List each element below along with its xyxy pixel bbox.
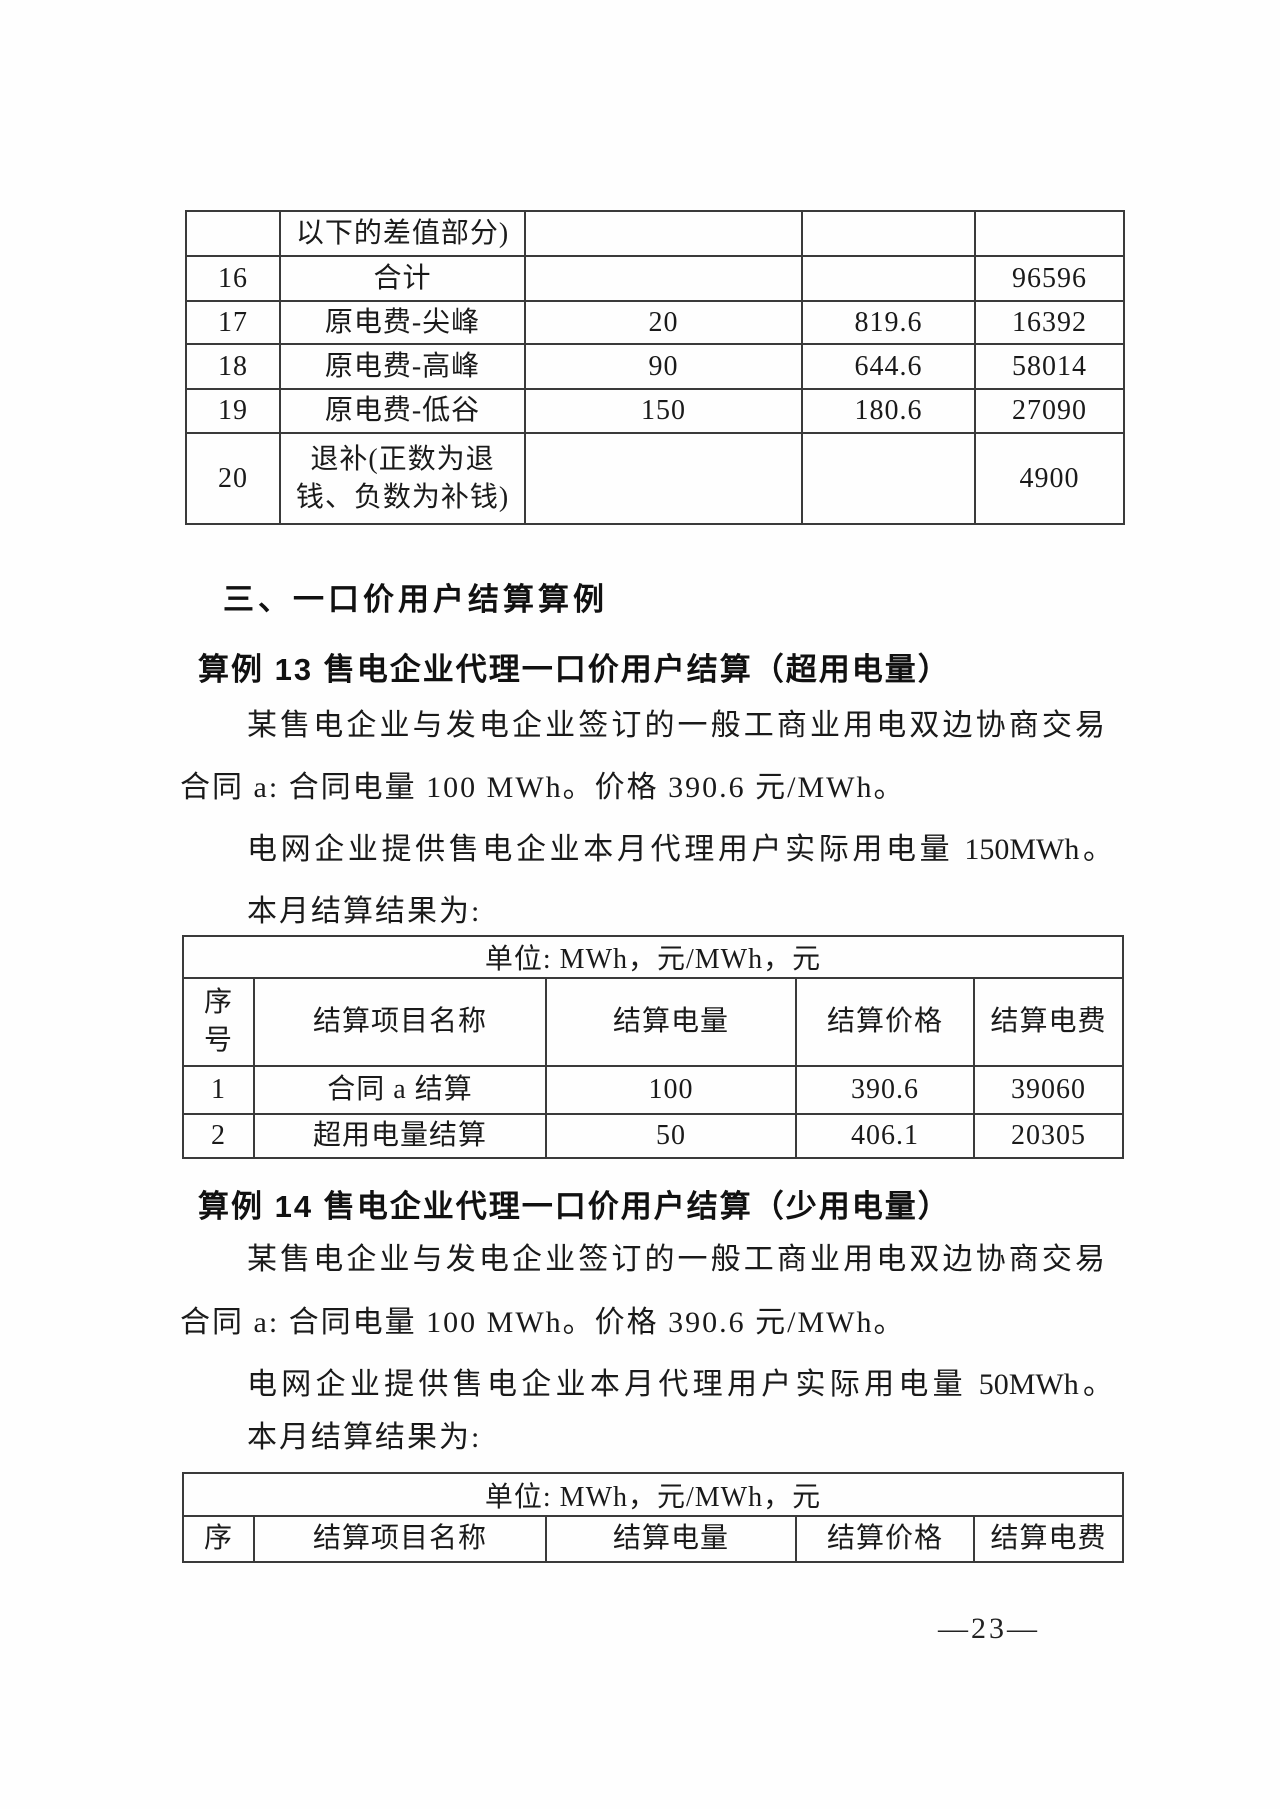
cell-price: 180.6	[801, 388, 976, 434]
cell-price: 644.6	[801, 343, 976, 390]
cell-qty	[524, 210, 803, 257]
example13-paragraph-2: 合同 a: 合同电量 100 MWh。价格 390.6 元/MWh。	[180, 771, 906, 804]
cell-name: 超用电量结算	[253, 1113, 547, 1159]
header-price: 结算价格	[795, 1515, 975, 1563]
cell-seq: 1	[182, 1065, 255, 1115]
unit-row: 单位: MWh，元/MWh，元	[181, 1472, 1125, 1517]
table-row: 18 原电费-高峰 90 644.6 58014	[185, 343, 1125, 390]
header-name: 结算项目名称	[253, 977, 547, 1067]
cell-seq	[185, 210, 281, 257]
example13-paragraph-1: 某售电企业与发电企业签订的一般工商业用电双边协商交易	[247, 709, 1105, 742]
header-price: 结算价格	[795, 977, 975, 1067]
table-row: 以下的差值部分)	[185, 210, 1125, 257]
cell-name: 原电费-尖峰	[279, 300, 526, 345]
header-name: 结算项目名称	[253, 1515, 547, 1563]
cell-seq: 16	[185, 255, 281, 302]
unit-label: 单位: MWh，元/MWh，元	[181, 1472, 1125, 1517]
cell-price: 406.1	[795, 1113, 975, 1159]
cell-qty	[524, 432, 803, 525]
cell-fee: 27090	[974, 388, 1125, 434]
cell-name: 原电费-低谷	[279, 388, 526, 434]
example13-settlement-table: 单位: MWh，元/MWh，元 序 号 结算项目名称 结算电量 结算价格 结算电…	[181, 935, 1125, 1159]
header-fee: 结算电费	[972, 1515, 1125, 1563]
cell-name: 以下的差值部分)	[279, 210, 526, 257]
cell-name: 退补(正数为退 钱、负数为补钱)	[279, 432, 526, 525]
cell-price	[801, 255, 976, 302]
cell-fee: 20305	[972, 1113, 1125, 1159]
table-row: 20 退补(正数为退 钱、负数为补钱) 4900	[185, 432, 1125, 525]
cell-qty: 90	[524, 343, 803, 390]
cell-qty: 100	[545, 1065, 797, 1115]
table-row: 2 超用电量结算 50 406.1 20305	[182, 1113, 1125, 1159]
unit-row: 单位: MWh，元/MWh，元	[181, 935, 1125, 979]
cell-fee	[974, 210, 1125, 257]
section-title: 三、一口价用户结算算例	[223, 582, 608, 617]
cell-fee: 4900	[974, 432, 1125, 525]
cell-seq: 18	[185, 343, 281, 390]
table-row: 16 合计 96596	[185, 255, 1125, 302]
cell-seq: 17	[185, 300, 281, 345]
cell-fee: 58014	[974, 343, 1125, 390]
example14-paragraph-3: 电网企业提供售电企业本月代理用户实际用电量 50MWh。	[247, 1368, 1113, 1401]
cell-name: 原电费-高峰	[279, 343, 526, 390]
cell-seq: 20	[185, 432, 281, 525]
example14-paragraph-4: 本月结算结果为:	[247, 1421, 482, 1454]
cell-name: 合计	[279, 255, 526, 302]
header-qty: 结算电量	[545, 1515, 797, 1563]
cell-name: 合同 a 结算	[253, 1065, 547, 1115]
cell-price: 819.6	[801, 300, 976, 345]
cell-fee: 96596	[974, 255, 1125, 302]
example13-paragraph-4: 本月结算结果为:	[247, 895, 482, 928]
cell-seq: 2	[182, 1113, 255, 1159]
table-row: 17 原电费-尖峰 20 819.6 16392	[185, 300, 1125, 345]
example14-paragraph-1: 某售电企业与发电企业签订的一般工商业用电双边协商交易	[247, 1243, 1105, 1276]
header-seq: 序 号	[182, 977, 255, 1067]
cell-qty: 150	[524, 388, 803, 434]
example14-settlement-table: 单位: MWh，元/MWh，元 序 结算项目名称 结算电量 结算价格 结算电费	[181, 1472, 1125, 1563]
example13-heading: 算例 13 售电企业代理一口价用户结算（超用电量）	[198, 652, 951, 687]
cell-price	[801, 210, 976, 257]
header-fee: 结算电费	[972, 977, 1125, 1067]
page-number: —23—	[938, 1612, 1040, 1645]
unit-label: 单位: MWh，元/MWh，元	[181, 935, 1125, 979]
cell-seq: 19	[185, 388, 281, 434]
example14-paragraph-2: 合同 a: 合同电量 100 MWh。价格 390.6 元/MWh。	[180, 1306, 906, 1339]
cell-qty: 50	[545, 1113, 797, 1159]
header-row: 序 结算项目名称 结算电量 结算价格 结算电费	[182, 1515, 1125, 1563]
continuation-settlement-table: 以下的差值部分) 16 合计 96596 17 原电费-尖峰 20 819.6 …	[185, 210, 1125, 525]
cell-price	[801, 432, 976, 525]
example14-heading: 算例 14 售电企业代理一口价用户结算（少用电量）	[198, 1189, 951, 1224]
cell-qty	[524, 255, 803, 302]
header-row: 序 号 结算项目名称 结算电量 结算价格 结算电费	[182, 977, 1125, 1067]
header-qty: 结算电量	[545, 977, 797, 1067]
cell-qty: 20	[524, 300, 803, 345]
cell-fee: 39060	[972, 1065, 1125, 1115]
table-row: 19 原电费-低谷 150 180.6 27090	[185, 388, 1125, 434]
table-row: 1 合同 a 结算 100 390.6 39060	[182, 1065, 1125, 1115]
cell-price: 390.6	[795, 1065, 975, 1115]
cell-fee: 16392	[974, 300, 1125, 345]
example13-paragraph-3: 电网企业提供售电企业本月代理用户实际用电量 150MWh。	[247, 833, 1113, 866]
header-seq: 序	[182, 1515, 255, 1563]
